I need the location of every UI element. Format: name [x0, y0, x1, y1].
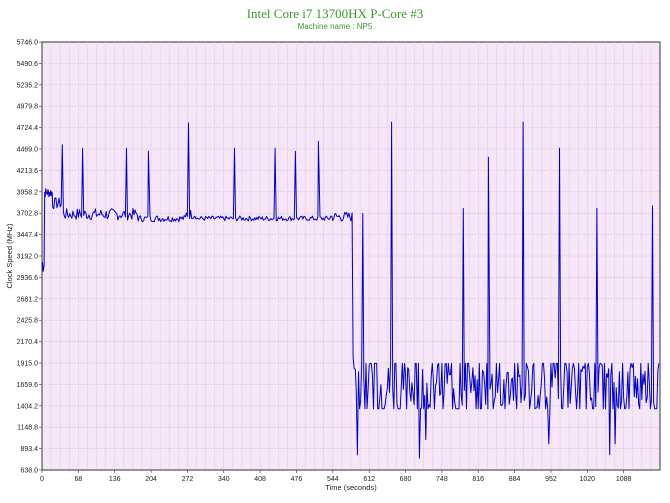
- x-tick-label: 612: [363, 476, 375, 483]
- y-tick-label: 5235.2: [17, 82, 39, 89]
- y-tick-label: 5746.0: [17, 40, 39, 47]
- x-tick-label: 68: [74, 476, 82, 483]
- chart-subtitle: Machine name : NP5: [297, 22, 373, 31]
- y-tick-label: 638.0: [20, 468, 38, 475]
- series-group: [41, 121, 660, 459]
- x-tick-label: 544: [327, 476, 339, 483]
- y-tick-label: 4469.0: [17, 147, 39, 154]
- x-tick-label: 884: [509, 476, 521, 483]
- y-tick-label: 3192.0: [17, 254, 39, 261]
- x-tick-label: 816: [472, 476, 484, 483]
- y-tick-label: 4213.6: [17, 168, 39, 175]
- y-tick-label: 2425.8: [17, 318, 39, 325]
- y-tick-label: 2936.6: [17, 275, 39, 282]
- series-line: [41, 121, 660, 459]
- chart-title: Intel Core i7 13700HX P-Core #3: [246, 6, 424, 21]
- y-tick-label: 1915.0: [17, 361, 39, 368]
- x-tick-label: 748: [436, 476, 448, 483]
- y-tick-label: 2681.2: [17, 296, 39, 303]
- x-tick-label: 0: [40, 476, 44, 483]
- x-axis-label: Time (seconds): [325, 483, 377, 492]
- y-tick-label: 1659.6: [17, 382, 39, 389]
- x-tick-label: 952: [545, 476, 557, 483]
- y-tick-label: 2170.4: [17, 339, 39, 346]
- y-tick-label: 1148.8: [17, 425, 38, 432]
- x-tick-label: 136: [109, 476, 121, 483]
- y-tick-label: 4724.4: [17, 125, 39, 132]
- y-tick-label: 3958.2: [17, 189, 39, 196]
- y-axis-ticks: 638.0 893.4 1148.8 1404.2 1659.6 1915.0 2170.4…: [17, 40, 42, 475]
- x-tick-label: 1088: [616, 476, 632, 483]
- y-tick-label: 5490.6: [17, 61, 39, 68]
- x-tick-label: 272: [182, 476, 194, 483]
- x-tick-label: 408: [254, 476, 266, 483]
- y-tick-label: 3702.8: [17, 211, 39, 218]
- x-tick-label: 1020: [580, 476, 596, 483]
- y-tick-label: 4979.8: [17, 104, 39, 111]
- y-tick-label: 1404.2: [17, 403, 39, 410]
- x-axis-ticks: 0 68 136 204 272 340 408 476 544 612 680 748 816 884 9…: [40, 470, 632, 483]
- y-axis-label: Clock Speed (MHz): [5, 223, 14, 289]
- y-tick-label: 893.4: [20, 446, 38, 453]
- x-tick-label: 476: [291, 476, 303, 483]
- x-tick-label: 204: [145, 476, 157, 483]
- y-tick-label: 3447.4: [17, 232, 39, 239]
- x-tick-label: 680: [400, 476, 412, 483]
- x-tick-label: 340: [218, 476, 230, 483]
